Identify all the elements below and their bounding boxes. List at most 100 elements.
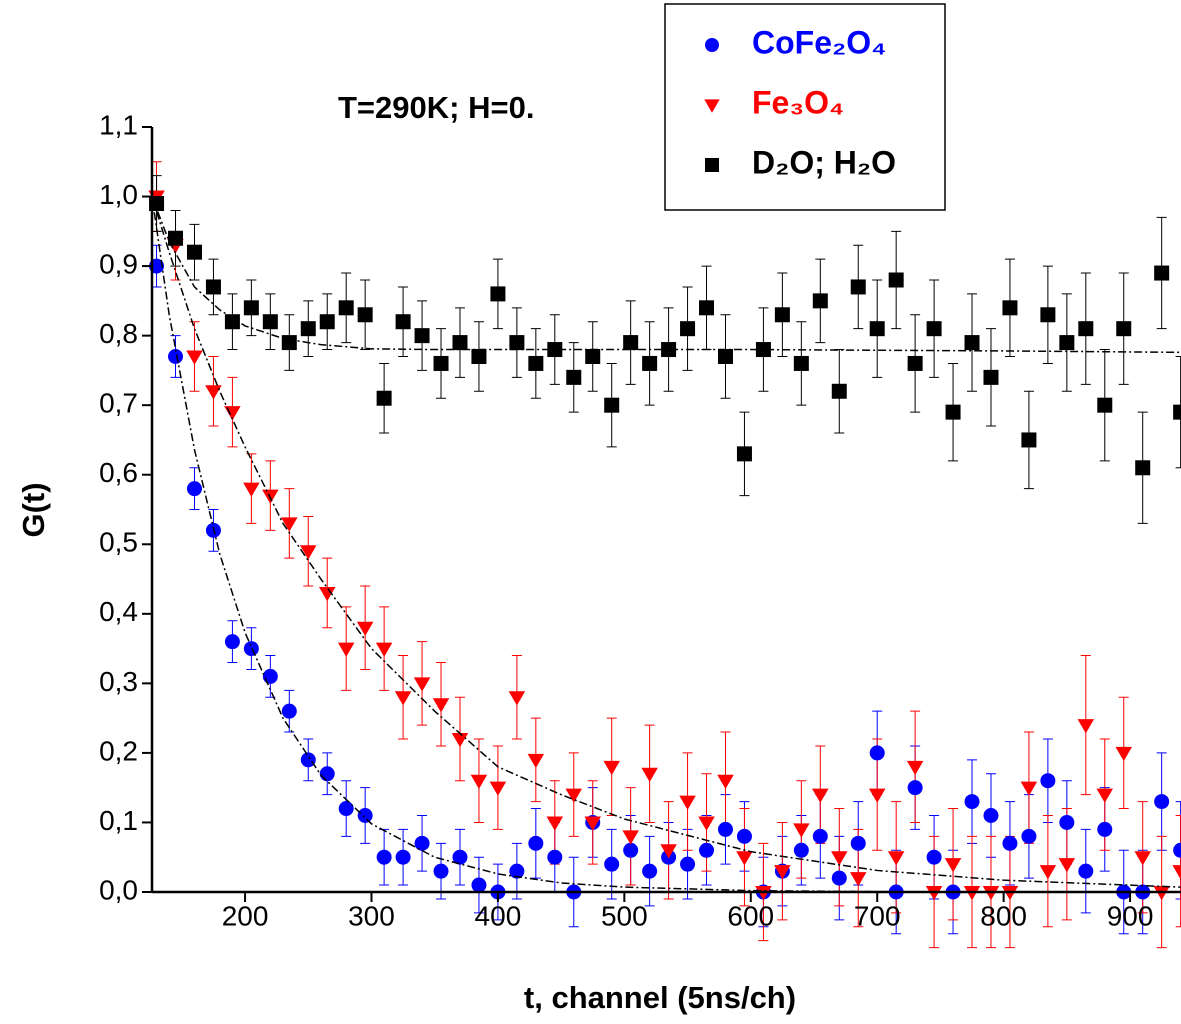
plot-area	[148, 161, 1181, 949]
data-point	[338, 801, 354, 817]
data-point	[356, 621, 374, 636]
data-point	[168, 230, 184, 246]
data-point	[983, 808, 999, 823]
data-point	[755, 342, 771, 358]
fit-curve	[151, 196, 1181, 888]
data-point	[376, 849, 392, 865]
data-point	[1173, 404, 1181, 420]
data-point	[907, 355, 923, 371]
data-point	[717, 349, 733, 364]
data-point	[414, 835, 430, 851]
data-point	[376, 390, 392, 406]
data-point	[1116, 321, 1132, 337]
data-point	[1078, 321, 1094, 337]
data-point	[736, 446, 752, 462]
data-point	[1059, 814, 1075, 830]
data-point	[1077, 719, 1095, 734]
data-point	[1154, 794, 1170, 810]
data-point	[717, 821, 733, 837]
data-point	[186, 244, 202, 260]
data-point	[319, 314, 335, 330]
data-point	[926, 321, 942, 337]
data-point	[243, 482, 260, 497]
data-point	[964, 794, 980, 810]
data-point	[432, 698, 450, 713]
data-point	[395, 314, 411, 330]
y-tick-label: 0,0	[99, 874, 138, 905]
data-point	[1059, 335, 1075, 351]
data-point	[774, 307, 790, 323]
data-point	[527, 753, 545, 769]
data-point	[319, 766, 335, 782]
data-point	[831, 870, 847, 886]
data-point	[243, 641, 259, 657]
data-point	[357, 808, 373, 823]
data-point	[1172, 865, 1181, 880]
legend-label: Fe₃O₄	[752, 84, 844, 120]
data-point	[944, 858, 962, 873]
data-point	[546, 816, 564, 831]
x-tick-label: 700	[854, 900, 901, 931]
legend-label: CoFe₂O₄	[752, 24, 886, 60]
data-point	[850, 279, 866, 295]
data-point	[451, 733, 469, 748]
data-point	[623, 335, 639, 351]
legend-marker	[704, 99, 720, 113]
data-point	[224, 634, 240, 650]
y-tick-label: 0,4	[99, 596, 138, 627]
data-point	[793, 823, 810, 838]
x-tick-label: 900	[1107, 900, 1154, 931]
data-point	[1021, 432, 1037, 448]
data-point	[680, 321, 696, 337]
data-point	[1135, 460, 1151, 476]
data-point	[1002, 300, 1018, 316]
data-point	[471, 349, 487, 364]
data-point	[395, 849, 411, 865]
y-tick-label: 1,1	[99, 109, 138, 140]
data-point	[337, 642, 355, 657]
annotation: T=290K; H=0.	[338, 90, 534, 125]
data-point	[812, 828, 828, 844]
data-point	[1115, 746, 1132, 762]
y-tick-label: 0,1	[99, 805, 138, 836]
data-point	[509, 863, 525, 879]
data-point	[1078, 863, 1094, 879]
data-point	[1040, 307, 1056, 323]
data-point	[414, 328, 430, 344]
data-point	[661, 342, 677, 358]
fit-curve	[151, 196, 1181, 354]
legend: CoFe₂O₄ Fe₃O₄ D₂O; H₂O	[704, 24, 896, 180]
data-point	[433, 863, 449, 879]
data-point	[736, 851, 753, 866]
x-tick-label: 400	[475, 900, 522, 931]
legend-label: D₂O; H₂O	[752, 144, 896, 180]
data-point	[547, 849, 563, 865]
data-point	[281, 517, 298, 532]
data-point	[1173, 842, 1181, 858]
y-tick-label: 0,2	[99, 735, 138, 766]
legend-marker	[705, 158, 719, 172]
data-point	[1020, 781, 1038, 796]
data-point	[186, 481, 202, 497]
data-point	[983, 369, 999, 385]
x-tick-label: 600	[727, 900, 774, 931]
data-point	[604, 856, 620, 872]
data-point	[452, 335, 468, 351]
data-point	[509, 335, 525, 351]
data-point	[300, 321, 316, 337]
legend-marker	[705, 38, 719, 52]
data-point	[168, 349, 184, 364]
data-point	[413, 677, 431, 692]
data-point	[945, 404, 961, 420]
data-point	[1040, 773, 1056, 789]
data-point	[604, 397, 620, 413]
data-point	[906, 760, 924, 776]
y-tick-label: 1,0	[99, 179, 138, 210]
data-point	[926, 849, 942, 865]
data-point	[338, 300, 354, 316]
data-point	[281, 335, 297, 351]
x-tick-label: 200	[222, 900, 269, 931]
y-tick-label: 0,9	[99, 248, 138, 279]
data-point	[262, 314, 278, 330]
